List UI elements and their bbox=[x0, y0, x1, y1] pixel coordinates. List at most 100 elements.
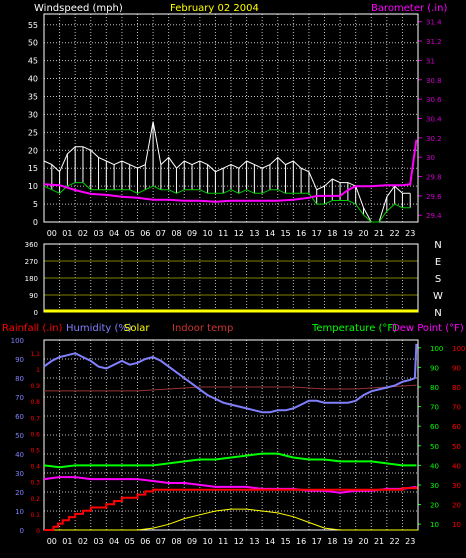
x-tick-label-hour: 19 bbox=[343, 537, 353, 546]
y-tick-label-windspeed: 20 bbox=[28, 146, 38, 155]
y-tick-label-windspeed: 40 bbox=[28, 75, 38, 84]
compass-label: N bbox=[434, 240, 441, 251]
y-tick-label-rainfall: 0.7 bbox=[30, 415, 40, 422]
y-tick-label-direction: 270 bbox=[25, 258, 38, 266]
x-tick-label-hour: 12 bbox=[234, 537, 244, 546]
y2-tick-label-barometer: 30.6 bbox=[426, 96, 442, 104]
compass-label: E bbox=[435, 257, 441, 268]
y-tick-label-rainfall: 1 bbox=[36, 367, 40, 374]
x-tick-label-hour: 07 bbox=[156, 229, 166, 238]
x-tick-label-hour: 13 bbox=[249, 537, 259, 546]
y-tick-label-dewpoint: 60 bbox=[452, 423, 461, 431]
y-tick-label-temperature: 80 bbox=[430, 384, 439, 392]
x-tick-label-hour: 11 bbox=[218, 229, 228, 238]
x-tick-label-hour: 22 bbox=[390, 229, 400, 238]
x-tick-label-hour: 15 bbox=[280, 537, 290, 546]
x-tick-label-hour: 23 bbox=[405, 537, 415, 546]
indoor-temp-line bbox=[44, 384, 417, 392]
y-tick-label-windspeed: 55 bbox=[28, 21, 38, 30]
humidity-temperature-panel: 010203040506070809010000.10.20.30.40.50.… bbox=[11, 337, 466, 546]
y-tick-label-dewpoint: 100 bbox=[452, 345, 465, 353]
y2-tick-label-barometer: 29.6 bbox=[426, 193, 442, 201]
dewpoint-title: Dew Point (°F) bbox=[392, 323, 464, 334]
y-tick-label-rainfall: 0.1 bbox=[30, 512, 40, 519]
y-tick-label-windspeed: 25 bbox=[28, 128, 38, 137]
solar-line bbox=[44, 508, 418, 531]
y-tick-label-humidity: 30 bbox=[15, 470, 24, 478]
compass-label: W bbox=[433, 291, 443, 302]
y-tick-label-dewpoint: 10 bbox=[452, 521, 461, 529]
y-tick-label-temperature: 70 bbox=[430, 404, 439, 412]
x-tick-label-hour: 17 bbox=[312, 229, 322, 238]
x-tick-label-hour: 10 bbox=[203, 537, 213, 546]
y2-tick-label-barometer: 31.2 bbox=[426, 38, 442, 46]
x-tick-label-hour: 16 bbox=[296, 229, 306, 238]
x-tick-label-hour: 08 bbox=[171, 229, 181, 238]
dewpoint-line bbox=[43, 476, 417, 494]
x-tick-label-hour: 09 bbox=[187, 229, 197, 238]
x-tick-label-hour: 04 bbox=[109, 229, 119, 238]
rainfall-title: Rainfall (.in) bbox=[2, 323, 63, 334]
y-tick-label-windspeed: 30 bbox=[28, 110, 38, 119]
x-tick-label-hour: 07 bbox=[156, 537, 166, 546]
compass-label: S bbox=[435, 274, 441, 285]
y-tick-label-dewpoint: 30 bbox=[452, 482, 461, 490]
wind-direction-panel: 0 N 90 W 180 S 270 E 360 N bbox=[25, 240, 443, 319]
x-tick-label-hour: 20 bbox=[358, 537, 368, 546]
windspeed-title: Windspeed (mph) bbox=[34, 3, 123, 14]
y-tick-label-temperature: 30 bbox=[430, 482, 439, 490]
x-tick-label-hour: 12 bbox=[234, 229, 244, 238]
solar-title: Solar bbox=[124, 323, 150, 334]
x-tick-label-hour: 02 bbox=[78, 229, 88, 238]
y-tick-label-humidity: 50 bbox=[15, 432, 24, 440]
y-tick-label-rainfall: 0.3 bbox=[30, 480, 40, 487]
y-tick-label-windspeed: 10 bbox=[28, 182, 38, 191]
y-tick-label-temperature: 10 bbox=[430, 521, 439, 529]
x-tick-label-hour: 00 bbox=[47, 229, 57, 238]
x-tick-label-hour: 01 bbox=[62, 229, 72, 238]
temperature-line bbox=[43, 452, 417, 469]
wind-gust-line bbox=[43, 121, 411, 223]
y-tick-label-rainfall: 0.6 bbox=[30, 431, 40, 438]
y-tick-label-rainfall: 0.4 bbox=[30, 464, 40, 471]
y-tick-label-humidity: 100 bbox=[11, 337, 24, 345]
x-tick-label-hour: 16 bbox=[296, 537, 306, 546]
y2-tick-label-barometer: 30.8 bbox=[426, 77, 442, 85]
humidity-line bbox=[43, 343, 418, 414]
indoor-temp-title: Indoor temp bbox=[172, 323, 233, 334]
wind-average-line bbox=[43, 182, 411, 223]
x-tick-label-hour: 23 bbox=[405, 229, 415, 238]
x-tick-label-hour: 18 bbox=[327, 537, 337, 546]
barometer-title: Barometer (.in) bbox=[371, 3, 447, 14]
y-tick-label-rainfall: 0 bbox=[36, 528, 40, 535]
x-tick-label-hour: 18 bbox=[327, 229, 337, 238]
x-tick-label-hour: 21 bbox=[374, 537, 384, 546]
x-tick-label-hour: 19 bbox=[343, 229, 353, 238]
y2-tick-label-barometer: 29.8 bbox=[426, 174, 442, 182]
y-tick-label-windspeed: 35 bbox=[28, 92, 38, 101]
plot-frame bbox=[43, 339, 419, 531]
y-tick-label-temperature: 90 bbox=[430, 364, 439, 372]
y-tick-label-dewpoint: 90 bbox=[452, 364, 461, 372]
x-tick-label-hour: 02 bbox=[78, 537, 88, 546]
x-tick-label-hour: 20 bbox=[358, 229, 368, 238]
y-tick-label-temperature: 100 bbox=[430, 345, 443, 353]
wind-barometer-panel: 051015202530354045505529.429.629.83030.2… bbox=[28, 13, 442, 238]
x-tick-label-hour: 06 bbox=[140, 229, 150, 238]
y-tick-label-rainfall: 1.1 bbox=[30, 351, 40, 358]
x-tick-label-hour: 09 bbox=[187, 537, 197, 546]
y-tick-label-direction: 90 bbox=[29, 292, 38, 300]
y-tick-label-windspeed: 45 bbox=[28, 57, 38, 66]
plot-frame bbox=[43, 13, 419, 223]
y-tick-label-humidity: 80 bbox=[15, 375, 24, 383]
y-tick-label-direction: 360 bbox=[25, 241, 38, 249]
y-tick-label-humidity: 20 bbox=[15, 489, 24, 497]
x-tick-label-hour: 17 bbox=[312, 537, 322, 546]
x-tick-label-hour: 14 bbox=[265, 537, 275, 546]
x-tick-label-hour: 03 bbox=[93, 229, 103, 238]
y-tick-label-windspeed: 5 bbox=[33, 200, 38, 209]
y-tick-label-windspeed: 50 bbox=[28, 39, 38, 48]
y2-tick-label-barometer: 30.4 bbox=[426, 115, 442, 123]
